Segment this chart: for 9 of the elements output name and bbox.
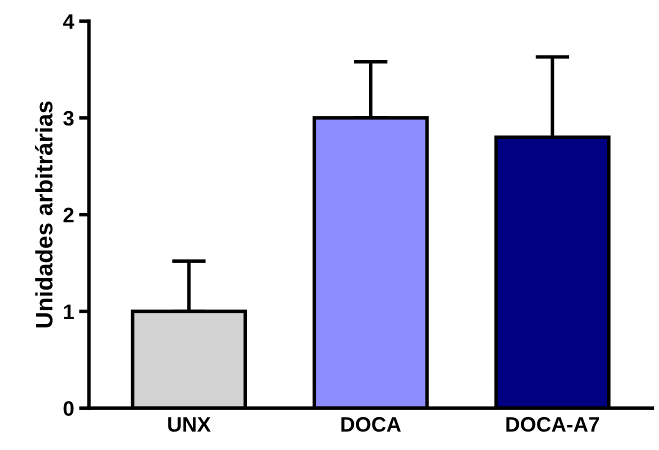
x-tick-label: UNX — [168, 417, 211, 432]
y-tick-label: 2 — [64, 208, 74, 222]
y-tick-label: 3 — [63, 110, 74, 126]
x-tick-label: DOCA-A7 — [506, 417, 599, 432]
y-tick-label: 4 — [63, 14, 74, 29]
y-tick-label: 1 — [64, 304, 74, 319]
x-tick-label: DOCA — [341, 417, 401, 432]
y-axis-title: Unidades arbitrárias — [35, 101, 53, 328]
y-tick-label: 0 — [64, 401, 74, 416]
